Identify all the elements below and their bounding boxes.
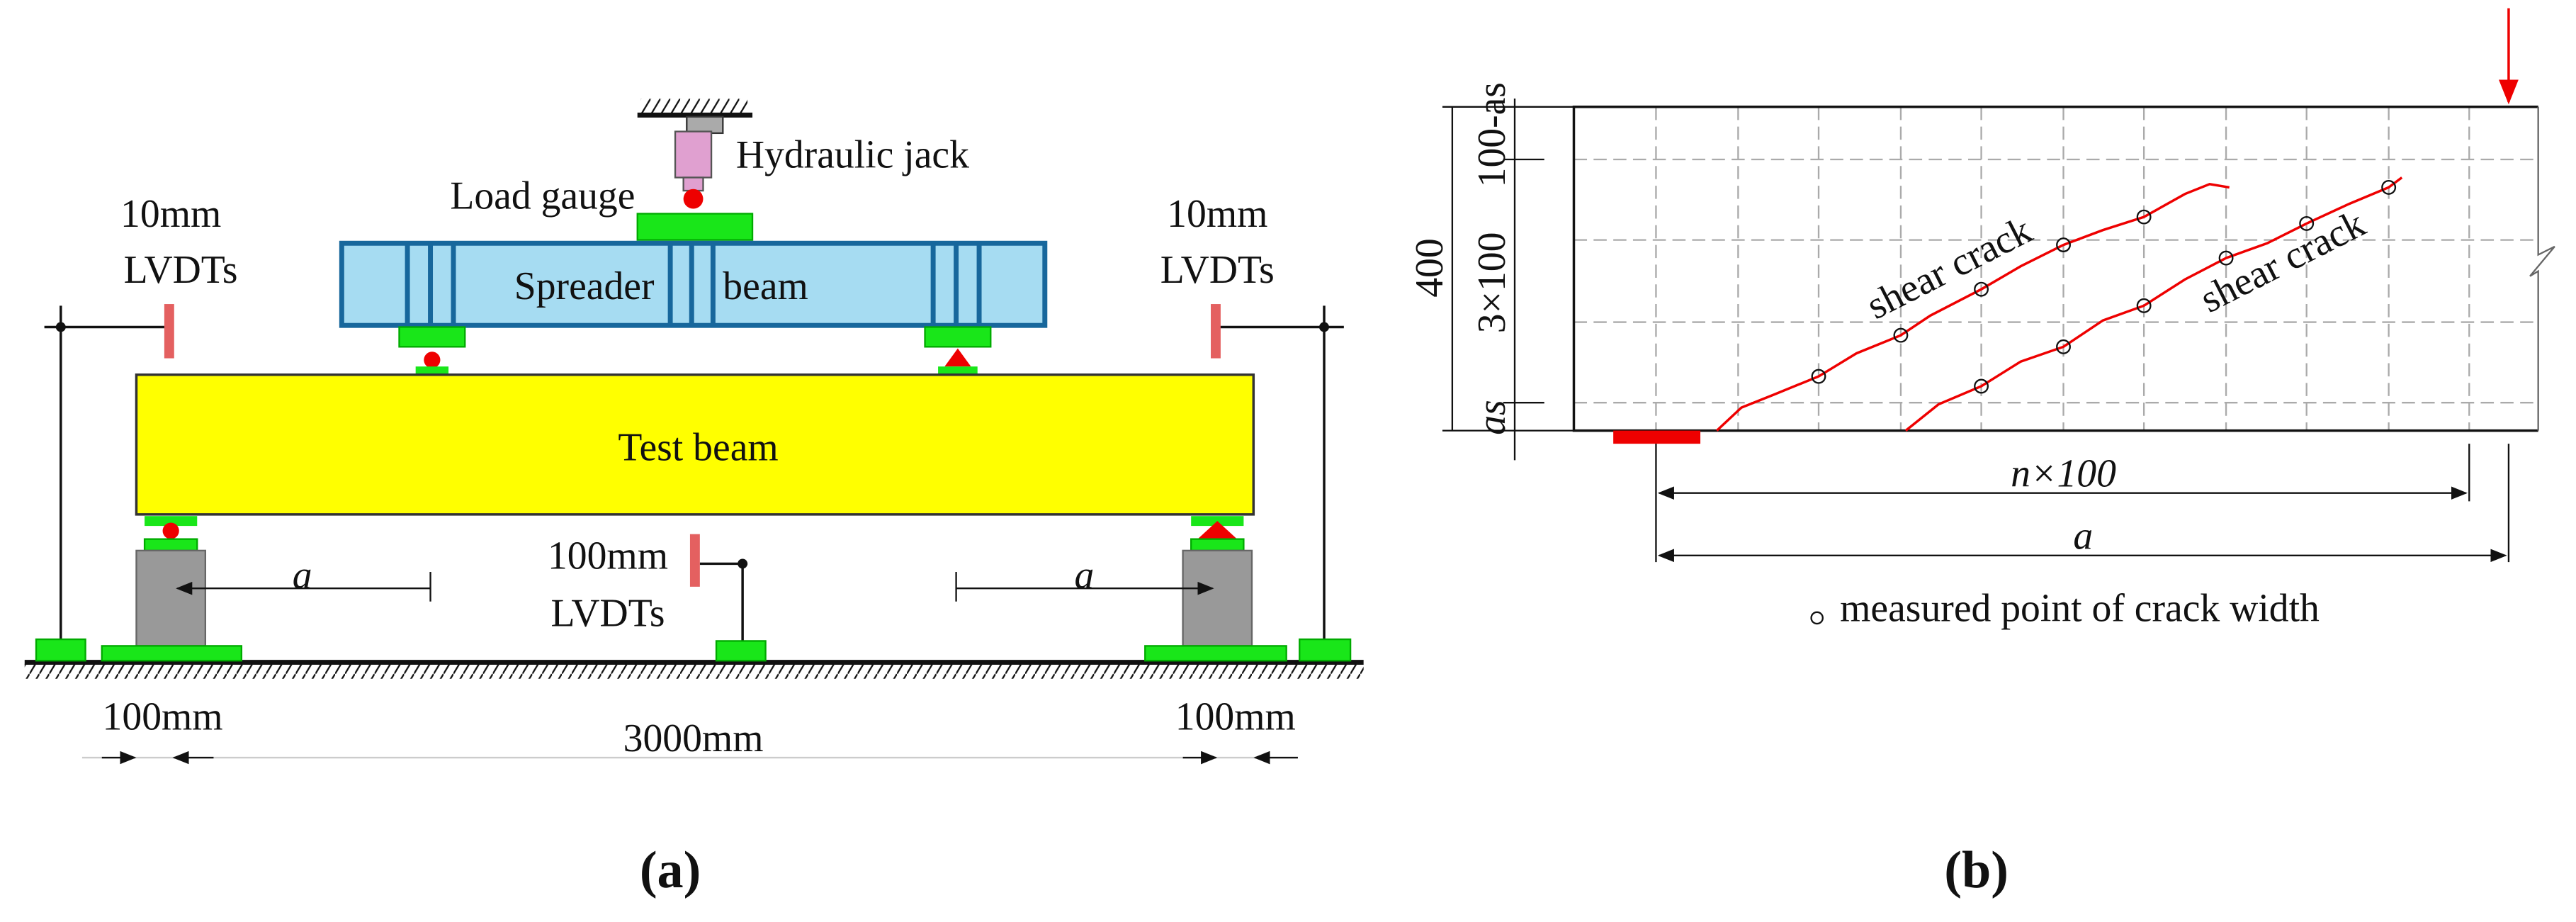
- jack-ram: [682, 176, 704, 192]
- caption: (a): [640, 841, 701, 899]
- label: Hydraulic jack: [736, 133, 969, 177]
- label: 100mm: [548, 534, 668, 578]
- label: Load gauge: [450, 174, 635, 218]
- support-plate: [938, 366, 978, 375]
- label: as: [1470, 400, 1514, 434]
- load-plate: [636, 213, 754, 241]
- support: [1613, 430, 1701, 444]
- support-plate: [415, 366, 449, 375]
- crack: [1904, 176, 2403, 432]
- joint: [1319, 322, 1329, 332]
- support-plate: [924, 326, 992, 348]
- label: 10mm: [1167, 192, 1267, 236]
- legend-label: measured point of crack width: [1840, 587, 2320, 631]
- support-plate: [145, 516, 198, 527]
- label: a: [293, 553, 312, 597]
- grid: [1574, 106, 2538, 431]
- label: beam: [723, 264, 808, 308]
- label: LVDTs: [1160, 248, 1275, 292]
- jack: [674, 130, 713, 179]
- legend-marker: [1810, 611, 1824, 625]
- load-gauge: [683, 189, 704, 209]
- pedestal: [135, 549, 207, 647]
- base-plate: [101, 645, 243, 662]
- pedestal: [1182, 549, 1253, 647]
- panel-b: 400 100-as 3×100 as shear crack shear cr…: [1408, 8, 2555, 899]
- lvdt: [164, 304, 174, 359]
- pin: [1197, 521, 1238, 539]
- pin: [944, 348, 971, 367]
- support-plate: [1190, 538, 1245, 552]
- label: Test beam: [618, 425, 778, 469]
- support-plate: [143, 538, 198, 552]
- lvdt: [1211, 304, 1221, 359]
- label: Spreader: [514, 264, 655, 308]
- label: LVDTs: [124, 248, 238, 292]
- label: n×100: [2011, 451, 2116, 495]
- label: 3×100: [1470, 232, 1514, 334]
- roller: [424, 352, 441, 369]
- roller: [162, 522, 179, 539]
- test-beam: [135, 373, 1255, 516]
- label: 10mm: [120, 192, 221, 236]
- break-line: [2529, 106, 2555, 431]
- frame-hatch: [640, 99, 748, 114]
- label: shear crack: [1860, 208, 2039, 328]
- stand-foot: [1299, 638, 1352, 662]
- caption: (b): [1944, 841, 2009, 899]
- label: a: [1075, 553, 1095, 597]
- joint: [738, 558, 748, 569]
- label: 400: [1408, 238, 1452, 297]
- measure-points: [1811, 179, 2397, 394]
- ground-hatch: [24, 662, 1364, 679]
- dim-lines: [1442, 99, 2510, 563]
- support-plate: [398, 326, 466, 348]
- label: 100mm: [1175, 695, 1296, 739]
- label: 100-as: [1470, 82, 1514, 187]
- label: 3000mm: [623, 716, 764, 760]
- label: 100mm: [103, 695, 223, 739]
- lvdt: [689, 534, 700, 587]
- base-plate: [1144, 645, 1287, 662]
- label: LVDTs: [550, 592, 665, 636]
- label: a: [2073, 515, 2093, 558]
- beam-outline: [1572, 106, 2538, 432]
- crack: [1716, 182, 2230, 432]
- panel-a: Hydraulic jack Load gauge 10mm LVDTs 10m…: [24, 99, 1364, 899]
- stand-foot: [715, 640, 767, 662]
- stand-foot: [35, 638, 86, 662]
- joint: [55, 322, 66, 332]
- stiffeners: [405, 243, 982, 326]
